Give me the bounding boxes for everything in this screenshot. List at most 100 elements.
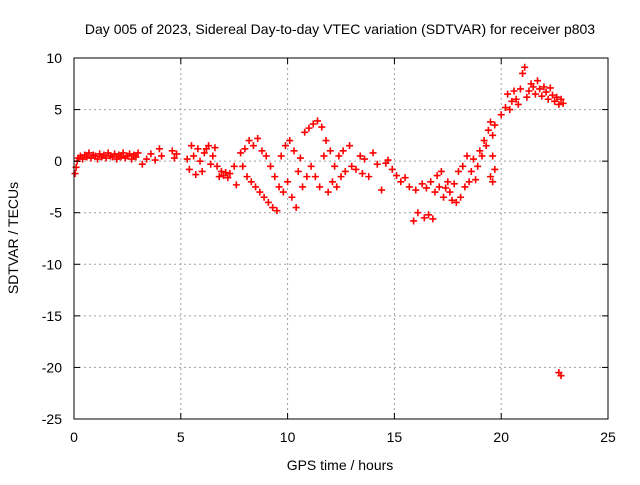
- y-tick-label: -20: [42, 359, 62, 375]
- data-point: [461, 183, 469, 191]
- data-point: [480, 137, 488, 145]
- y-tick-label: -5: [50, 205, 63, 221]
- chart-title: Day 005 of 2023, Sidereal Day-to-day VTE…: [85, 21, 595, 37]
- data-point: [185, 165, 193, 173]
- data-point: [553, 93, 561, 101]
- x-tick-label: 15: [387, 429, 403, 445]
- data-point: [205, 142, 213, 150]
- data-point: [247, 178, 255, 186]
- data-point: [190, 152, 198, 160]
- data-point: [548, 91, 556, 99]
- data-point: [489, 178, 497, 186]
- data-point: [557, 95, 565, 103]
- data-point: [444, 178, 452, 186]
- data-point: [168, 147, 176, 155]
- data-point: [474, 162, 482, 170]
- data-point: [410, 217, 418, 225]
- data-point: [519, 69, 527, 77]
- data-point: [442, 184, 450, 192]
- data-point: [301, 128, 309, 136]
- data-point: [254, 134, 262, 142]
- data-point: [457, 193, 465, 201]
- data-point: [93, 155, 101, 163]
- data-point: [158, 152, 166, 160]
- data-point: [326, 147, 334, 155]
- data-point: [536, 85, 544, 93]
- y-tick-label: -25: [42, 411, 62, 427]
- data-point: [232, 181, 240, 189]
- data-point: [478, 152, 486, 160]
- data-point: [267, 162, 275, 170]
- data-point: [303, 173, 311, 181]
- data-point: [525, 87, 533, 95]
- data-point: [192, 171, 200, 179]
- data-point: [427, 178, 435, 186]
- data-point: [393, 172, 401, 180]
- data-point: [318, 123, 326, 131]
- data-point: [113, 155, 121, 163]
- data-point: [241, 145, 249, 153]
- data-point: [314, 117, 322, 125]
- data-point: [333, 183, 341, 191]
- data-point: [258, 147, 266, 155]
- data-point: [151, 156, 159, 164]
- data-point: [467, 167, 475, 175]
- data-point: [420, 214, 428, 222]
- data-point: [79, 155, 87, 163]
- y-tick-label: -10: [42, 256, 62, 272]
- data-point: [508, 97, 516, 105]
- data-point: [224, 174, 232, 182]
- data-point: [405, 183, 413, 191]
- data-point: [211, 144, 219, 152]
- data-point: [138, 160, 146, 168]
- data-point: [373, 160, 381, 168]
- data-point: [437, 167, 445, 175]
- x-tick-label: 20: [493, 429, 509, 445]
- data-point: [290, 147, 298, 155]
- data-point: [378, 186, 386, 194]
- data-point: [546, 84, 554, 92]
- data-point: [226, 170, 234, 178]
- data-point: [491, 165, 499, 173]
- data-point: [497, 111, 505, 119]
- data-point: [200, 149, 208, 157]
- data-point: [245, 137, 253, 145]
- data-point: [288, 193, 296, 201]
- data-point: [448, 196, 456, 204]
- data-point: [299, 183, 307, 191]
- data-point: [418, 180, 426, 188]
- data-point: [401, 174, 409, 182]
- data-point: [487, 173, 495, 181]
- data-point: [337, 173, 345, 181]
- data-point: [316, 183, 324, 191]
- data-point: [559, 99, 567, 107]
- data-point: [237, 149, 245, 157]
- data-point: [348, 162, 356, 170]
- data-point: [489, 152, 497, 160]
- x-tick-label: 10: [280, 429, 296, 445]
- data-point: [501, 104, 509, 112]
- data-point: [271, 173, 279, 181]
- x-tick-label: 0: [70, 429, 78, 445]
- data-point: [551, 97, 559, 105]
- data-point: [465, 178, 473, 186]
- data-point: [542, 88, 550, 96]
- x-tick-label: 5: [177, 429, 185, 445]
- data-point: [489, 131, 497, 139]
- data-point: [504, 90, 512, 98]
- plot-frame: [73, 57, 609, 420]
- data-point: [531, 90, 539, 98]
- data-point: [239, 162, 247, 170]
- data-point: [440, 193, 448, 201]
- y-axis-label: SDTVAR / TECUs: [5, 182, 21, 294]
- data-point: [207, 160, 215, 168]
- data-point: [512, 95, 520, 103]
- data-point: [309, 120, 317, 128]
- data-point: [230, 162, 238, 170]
- data-point: [446, 188, 454, 196]
- ticks: 0 5 10 15 20 25 -25 -20 -15 -10 -5 0 5 10: [42, 50, 616, 445]
- data-point: [281, 142, 289, 150]
- data-point: [213, 162, 221, 170]
- data-point: [506, 106, 514, 114]
- y-tick-label: 10: [46, 50, 62, 66]
